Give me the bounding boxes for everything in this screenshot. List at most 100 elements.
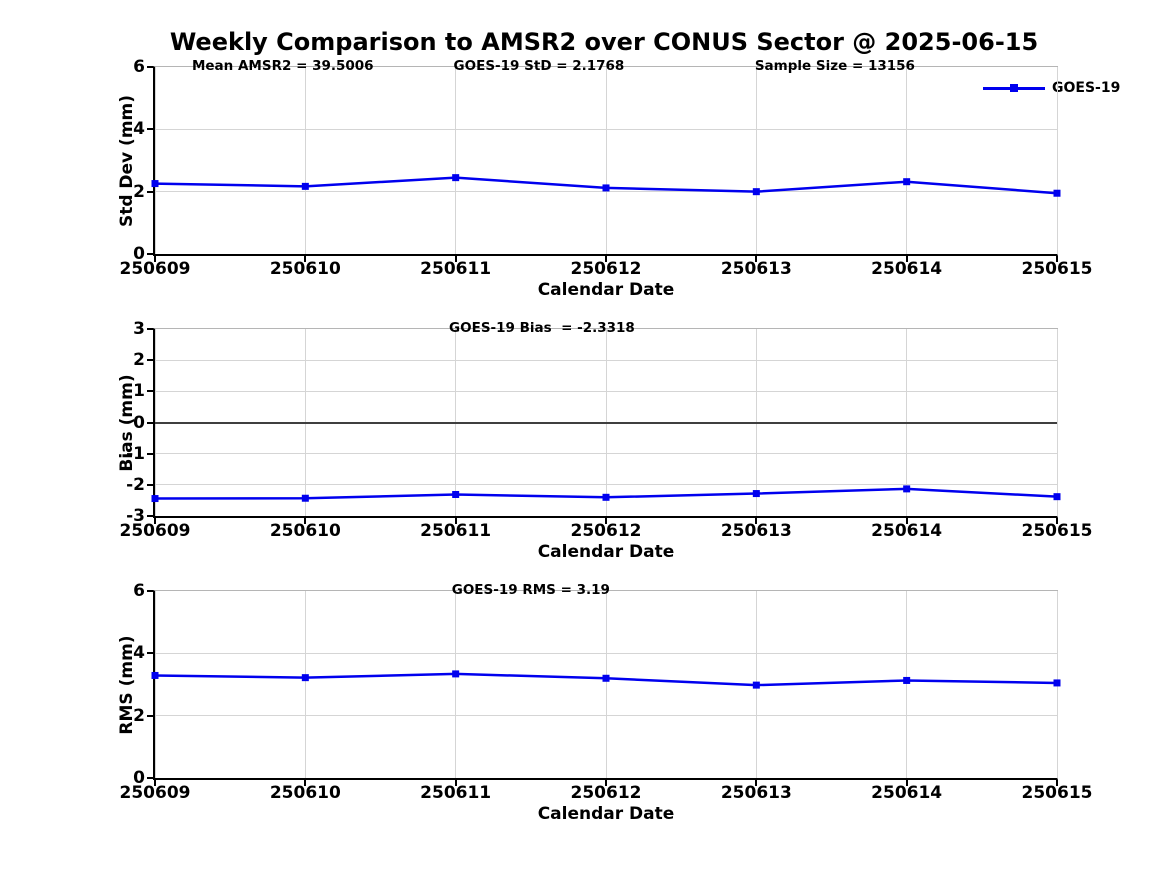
y-axis-label: Std Dev (mm) <box>117 94 137 227</box>
gridline-horizontal <box>155 453 1057 455</box>
y-axis-tick <box>147 328 153 330</box>
y-tick-label: 4 <box>133 643 145 664</box>
y-axis-tick <box>147 66 153 68</box>
x-axis-tick <box>905 518 908 524</box>
plot-annotation: Mean AMSR2 = 39.5006 <box>191 58 374 74</box>
x-tick-label: 250612 <box>570 521 642 541</box>
data-point <box>301 494 309 502</box>
x-axis-tick <box>755 518 758 524</box>
legend: GOES-19 <box>983 80 1120 96</box>
x-tick-label: 250610 <box>269 783 341 803</box>
data-point <box>903 676 911 684</box>
y-axis-tick <box>147 515 153 517</box>
data-point <box>452 670 460 678</box>
x-axis-tick <box>154 518 156 524</box>
y-tick-label: 2 <box>133 350 145 371</box>
x-tick-label: 250610 <box>269 259 341 279</box>
subplot-std-dev: Std Dev (mm) Calendar Date 250609 250610 2… <box>0 57 1167 300</box>
gridline-vertical <box>605 591 607 778</box>
x-axis-tick <box>605 518 607 524</box>
x-axis-tick <box>1056 780 1058 786</box>
gridline-vertical <box>154 67 156 254</box>
y-axis-tick <box>147 390 153 393</box>
data-point <box>752 188 760 196</box>
data-point <box>903 485 911 493</box>
plot-area-std-dev: Std Dev (mm) Calendar Date 250609 250610 2… <box>117 57 1092 300</box>
y-axis-tick <box>147 190 153 193</box>
plot-area-bias: Bias (mm) Calendar Date 250609 250610 2506… <box>117 319 1092 562</box>
x-axis-label: Calendar Date <box>537 542 675 562</box>
y-tick-label: -2 <box>126 474 145 495</box>
x-axis-tick <box>454 256 457 262</box>
x-axis-tick <box>755 780 758 786</box>
y-axis-tick <box>147 452 153 455</box>
y-axis-tick <box>147 590 153 592</box>
x-tick-label: 250609 <box>119 521 191 541</box>
y-tick-label: 4 <box>133 119 145 140</box>
data-point <box>151 495 159 503</box>
plot-area-rms: RMS (mm) Calendar Date 250609 250610 25061… <box>117 581 1092 824</box>
y-tick-label: 2 <box>133 705 145 726</box>
y-axis-tick <box>147 128 153 131</box>
gridline-vertical <box>906 67 908 254</box>
x-tick-label: 250611 <box>420 783 492 803</box>
x-tick-label: 250613 <box>720 521 792 541</box>
y-tick-label: 6 <box>133 57 145 77</box>
gridline-vertical <box>605 67 607 254</box>
y-tick-label: -1 <box>126 443 145 464</box>
data-point <box>151 180 159 188</box>
gridline-horizontal <box>155 715 1057 717</box>
x-tick-label: 250611 <box>420 259 492 279</box>
x-axis-tick <box>154 780 156 786</box>
x-axis-tick <box>755 256 758 262</box>
x-axis-tick <box>154 256 156 262</box>
gridline-horizontal <box>155 484 1057 486</box>
gridline-vertical <box>1056 329 1058 516</box>
y-tick-label: 0 <box>133 412 145 433</box>
x-axis-label: Calendar Date <box>537 280 675 300</box>
data-point <box>301 674 309 682</box>
x-axis-tick <box>304 256 307 262</box>
legend-line-swatch <box>983 84 1045 92</box>
y-tick-label: 6 <box>133 581 145 601</box>
x-tick-label: 250609 <box>119 259 191 279</box>
x-tick-label: 250609 <box>119 783 191 803</box>
gridline-vertical <box>455 67 457 254</box>
data-point <box>602 184 610 192</box>
x-axis-tick <box>905 256 908 262</box>
x-tick-label: 250615 <box>1021 259 1093 279</box>
data-point <box>602 674 610 682</box>
data-point <box>903 178 911 186</box>
y-axis-tick <box>147 483 153 486</box>
data-point <box>452 490 460 498</box>
gridline-horizontal <box>155 390 1057 392</box>
data-point <box>752 681 760 689</box>
data-point <box>602 493 610 501</box>
data-point <box>151 671 159 679</box>
x-tick-label: 250615 <box>1021 783 1093 803</box>
chart-title: Weekly Comparison to AMSR2 over CONUS Se… <box>169 28 1039 56</box>
x-tick-label: 250611 <box>420 521 492 541</box>
gridline-horizontal <box>155 191 1057 193</box>
data-point <box>1053 679 1061 687</box>
subplot-rms: RMS (mm) Calendar Date 250609 250610 25061… <box>0 581 1167 824</box>
gridline-vertical <box>304 67 306 254</box>
plot-annotation: Sample Size = 13156 <box>754 58 915 74</box>
data-point <box>452 174 460 182</box>
plot-annotation: GOES-19 RMS = 3.19 <box>451 582 610 598</box>
gridline-vertical <box>1056 67 1058 254</box>
zero-reference-line <box>155 421 1057 424</box>
data-point <box>1053 493 1061 501</box>
x-tick-label: 250614 <box>871 521 943 541</box>
x-axis-tick <box>905 780 908 786</box>
x-tick-label: 250612 <box>570 783 642 803</box>
x-tick-label: 250614 <box>871 259 943 279</box>
gridline-horizontal <box>155 652 1057 654</box>
legend-label: GOES-19 <box>1052 80 1121 96</box>
x-tick-label: 250614 <box>871 783 943 803</box>
gridline-vertical <box>154 591 156 778</box>
x-axis-label: Calendar Date <box>537 804 675 824</box>
x-tick-label: 250612 <box>570 259 642 279</box>
y-tick-label: 0 <box>133 768 145 788</box>
